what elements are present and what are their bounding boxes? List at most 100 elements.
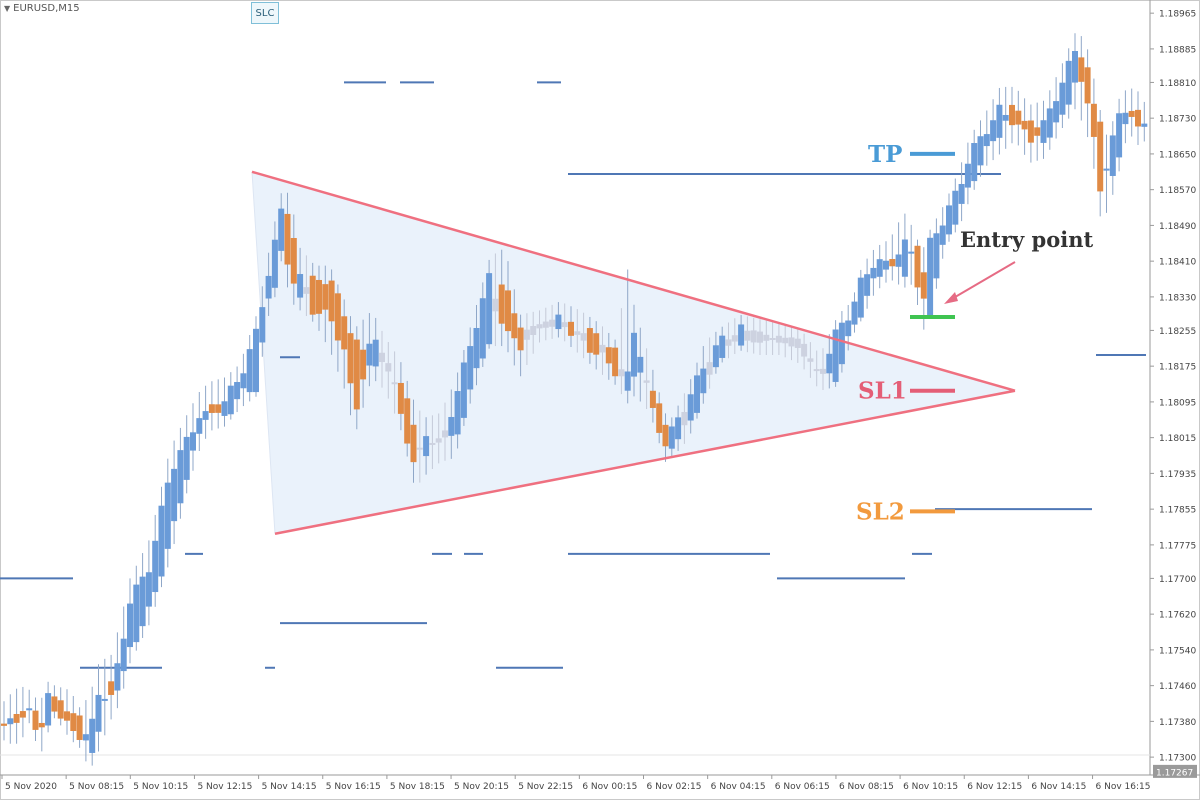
candle-body[interactable] xyxy=(1027,120,1034,143)
candle-body[interactable] xyxy=(1103,168,1110,171)
candle-body[interactable] xyxy=(234,382,241,400)
candle-body[interactable] xyxy=(1072,51,1078,83)
candle-body[interactable] xyxy=(820,368,826,374)
candle-body[interactable] xyxy=(410,424,417,463)
candle-body[interactable] xyxy=(901,239,908,277)
candle-body[interactable] xyxy=(1090,103,1097,137)
candle-body[interactable] xyxy=(939,225,946,245)
candle-body[interactable] xyxy=(145,572,152,607)
candle-body[interactable] xyxy=(725,339,732,346)
candle-body[interactable] xyxy=(908,251,915,254)
candle-body[interactable] xyxy=(1046,108,1053,138)
candle-body[interactable] xyxy=(278,208,285,251)
candle-body[interactable] xyxy=(397,382,404,414)
candle-body[interactable] xyxy=(788,337,795,347)
candle-body[interactable] xyxy=(379,352,385,363)
candle-body[interactable] xyxy=(1122,112,1129,125)
candle-body[interactable] xyxy=(542,321,549,328)
candle-body[interactable] xyxy=(114,663,121,691)
candle-body[interactable] xyxy=(372,339,379,367)
candle-body[interactable] xyxy=(624,371,631,391)
candle-body[interactable] xyxy=(769,337,776,340)
candle-body[interactable] xyxy=(574,331,581,335)
candle-body[interactable] xyxy=(215,404,222,413)
candle-body[interactable] xyxy=(782,337,789,344)
candle-body[interactable] xyxy=(933,233,940,279)
candle-body[interactable] xyxy=(694,375,700,413)
candle-body[interactable] xyxy=(1021,120,1028,130)
candle-body[interactable] xyxy=(57,700,64,719)
candle-body[interactable] xyxy=(857,277,864,318)
candle-body[interactable] xyxy=(643,380,650,383)
candle-body[interactable] xyxy=(813,369,820,372)
candle-body[interactable] xyxy=(864,274,871,296)
candle-body[interactable] xyxy=(460,362,467,418)
candle-body[interactable] xyxy=(794,338,801,348)
candle-body[interactable] xyxy=(108,681,115,695)
candle-body[interactable] xyxy=(1097,121,1104,192)
candle-body[interactable] xyxy=(845,320,852,337)
candle-body[interactable] xyxy=(1040,120,1047,143)
candle-body[interactable] xyxy=(328,280,335,322)
candle-body[interactable] xyxy=(82,734,89,741)
candle-body[interactable] xyxy=(246,349,253,393)
candle-body[interactable] xyxy=(927,237,934,316)
candle-body[interactable] xyxy=(687,394,694,421)
candle-body[interactable] xyxy=(101,698,108,701)
candle-body[interactable] xyxy=(958,183,965,204)
candle-body[interactable] xyxy=(360,349,367,380)
candle-body[interactable] xyxy=(990,120,997,142)
candle-body[interactable] xyxy=(996,104,1003,138)
candle-body[interactable] xyxy=(1116,113,1123,158)
candle-body[interactable] xyxy=(523,329,530,340)
candle-body[interactable] xyxy=(177,450,184,504)
candle-body[interactable] xyxy=(284,213,291,265)
candle-body[interactable] xyxy=(977,136,984,166)
candle-body[interactable] xyxy=(240,373,247,389)
candle-body[interactable] xyxy=(322,284,329,310)
candle-body[interactable] xyxy=(712,345,719,368)
candle-body[interactable] xyxy=(675,417,682,440)
candle-body[interactable] xyxy=(26,708,33,711)
candle-body[interactable] xyxy=(227,385,234,415)
candle-body[interactable] xyxy=(391,382,398,385)
candle-body[interactable] xyxy=(196,418,203,434)
candle-body[interactable] xyxy=(334,293,341,341)
candle-body[interactable] xyxy=(889,259,896,267)
candle-body[interactable] xyxy=(253,328,259,393)
candle-body[interactable] xyxy=(549,319,556,327)
candle-body[interactable] xyxy=(492,298,499,312)
candle-body[interactable] xyxy=(1084,67,1091,104)
candle-body[interactable] xyxy=(127,603,133,648)
candle-body[interactable] xyxy=(801,343,808,357)
candle-body[interactable] xyxy=(876,259,883,277)
candle-body[interactable] xyxy=(435,438,442,443)
candle-body[interactable] xyxy=(95,694,102,732)
candle-body[interactable] xyxy=(442,430,448,438)
candle-body[interactable] xyxy=(964,163,971,188)
candle-body[interactable] xyxy=(952,190,959,225)
candle-body[interactable] xyxy=(983,134,990,147)
candle-body[interactable] xyxy=(473,327,480,369)
candle-body[interactable] xyxy=(45,693,52,726)
candle-body[interactable] xyxy=(7,718,14,725)
candle-body[interactable] xyxy=(914,245,921,288)
candle-body[interactable] xyxy=(838,322,845,365)
candle-body[interactable] xyxy=(662,424,669,447)
candle-body[interactable] xyxy=(120,638,127,672)
candle-body[interactable] xyxy=(870,267,877,279)
candle-body[interactable] xyxy=(631,332,637,377)
candle-body[interactable] xyxy=(1053,101,1060,123)
candle-body[interactable] xyxy=(1065,60,1072,105)
candle-body[interactable] xyxy=(297,274,304,298)
candle-body[interactable] xyxy=(561,322,568,328)
candle-body[interactable] xyxy=(851,301,858,325)
candle-body[interactable] xyxy=(775,335,782,343)
candle-body[interactable] xyxy=(668,426,675,449)
candle-body[interactable] xyxy=(536,324,543,329)
candle-body[interactable] xyxy=(618,369,625,377)
candle-body[interactable] xyxy=(1078,57,1085,82)
candle-body[interactable] xyxy=(316,279,322,314)
candle-body[interactable] xyxy=(133,584,140,643)
